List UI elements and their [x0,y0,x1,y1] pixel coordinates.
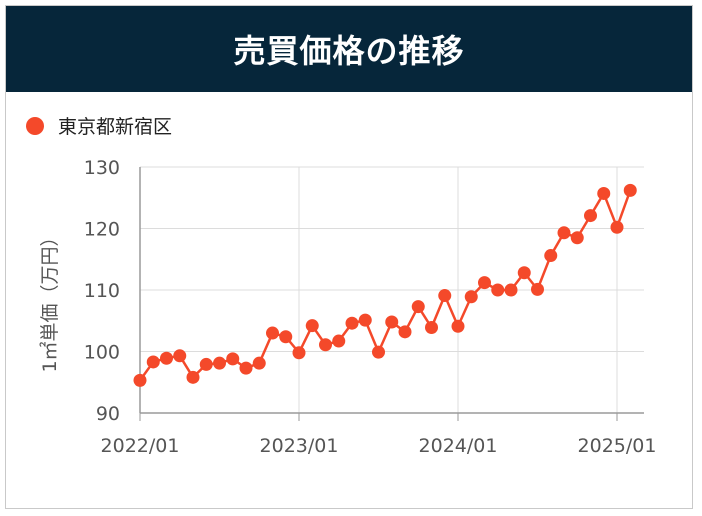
data-point [213,356,226,370]
y-tick-label: 130 [84,157,120,179]
legend-label: 東京都新宿区 [58,116,173,138]
data-point [478,276,491,290]
data-point [279,330,293,344]
data-point [597,186,611,200]
data-point [557,226,571,240]
data-point [226,352,240,366]
data-point [398,325,412,339]
data-point [358,313,372,327]
x-tick-label: 2023/01 [260,435,339,457]
data-point [332,334,346,348]
chart-header: 売買価格の推移 [6,6,692,92]
data-point [385,315,399,329]
data-point [531,282,544,296]
x-tick-label: 2024/01 [419,435,498,457]
data-point [199,357,213,371]
chart-title: 売買価格の推移 [233,32,465,70]
data-point [133,373,147,387]
legend: 東京都新宿区 [26,112,172,139]
data-point [345,316,359,330]
x-tick-label: 2025/01 [578,435,657,457]
data-point [266,326,279,340]
data-point [319,338,332,352]
y-tick-label: 100 [84,342,120,364]
legend-marker [26,116,44,135]
data-point [438,289,452,303]
data-point [411,300,425,314]
data-point [292,346,306,360]
data-point [451,319,465,333]
y-tick-label: 110 [84,280,120,302]
y-tick-label: 90 [96,403,120,425]
data-point [623,183,637,197]
data-point [425,321,438,335]
data-point [160,351,173,365]
y-tick-label: 120 [84,219,120,241]
data-point [610,220,624,234]
data-point [146,355,160,369]
data-point [517,266,531,280]
data-point [464,290,478,304]
data-point [239,361,253,375]
x-tick-label: 2022/01 [101,435,180,457]
data-point [305,319,319,333]
data-point [491,283,505,297]
data-point [252,356,266,370]
data-point [504,283,518,297]
data-point [584,209,597,223]
data-point [372,345,385,359]
chart-card: 売買価格の推移 東京都新宿区 [5,5,693,509]
data-point [186,370,200,384]
data-point [570,231,584,245]
data-point [544,249,558,263]
y-axis-title: 1㎡単価（万円） [38,227,61,372]
data-point [173,349,187,363]
